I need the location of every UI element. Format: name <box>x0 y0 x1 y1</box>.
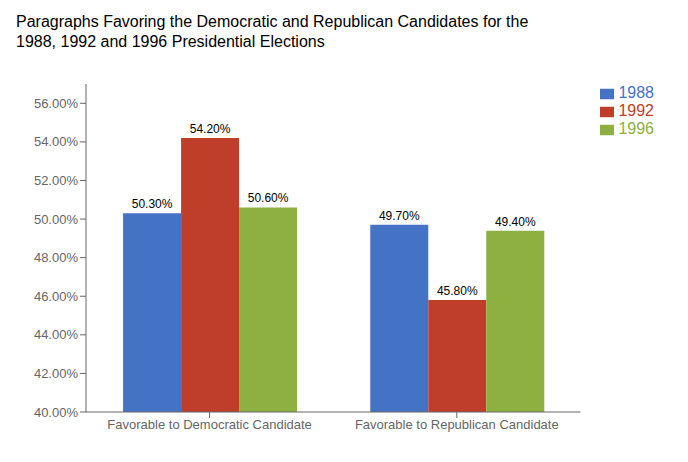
svg-text:42.00%: 42.00% <box>34 366 79 381</box>
svg-text:46.00%: 46.00% <box>34 289 79 304</box>
svg-text:Favorable to Democratic Candid: Favorable to Democratic Candidate <box>107 417 312 432</box>
svg-text:45.80%: 45.80% <box>437 284 478 298</box>
svg-text:54.00%: 54.00% <box>34 134 79 149</box>
html-text:1988: 1988 <box>618 84 654 101</box>
svg-text:40.00%: 40.00% <box>34 405 79 420</box>
html-text:1992: 1992 <box>618 102 654 119</box>
svg-text:54.20%: 54.20% <box>190 122 231 136</box>
svg-text:Favorable to Republican Candid: Favorable to Republican Candidate <box>355 417 559 432</box>
html-text:1988, 1992 and 1996 Presidenti: 1988, 1992 and 1996 Presidential Electio… <box>16 33 325 50</box>
svg-text:50.00%: 50.00% <box>34 212 79 227</box>
html-text:Paragraphs Favoring the Democr: Paragraphs Favoring the Democratic and R… <box>16 13 529 30</box>
svg-text:49.70%: 49.70% <box>379 209 420 223</box>
svg-text:48.00%: 48.00% <box>34 250 79 265</box>
svg-text:56.00%: 56.00% <box>34 96 79 111</box>
svg-text:49.40%: 49.40% <box>495 215 536 229</box>
svg-text:44.00%: 44.00% <box>34 327 79 342</box>
html-text:1996: 1996 <box>618 120 654 137</box>
svg-text:52.00%: 52.00% <box>34 173 79 188</box>
svg-text:50.30%: 50.30% <box>132 197 173 211</box>
svg-text:50.60%: 50.60% <box>248 191 289 205</box>
